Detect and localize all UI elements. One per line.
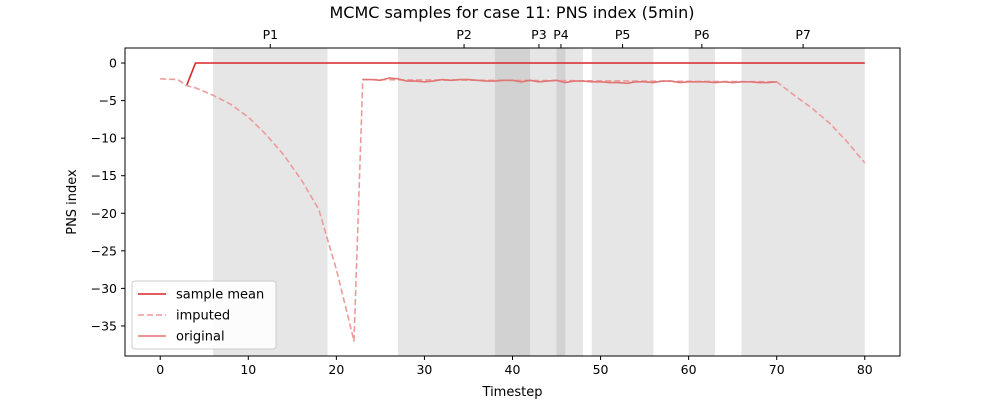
series-line-original [362,77,777,85]
period-label: P4 [553,27,569,42]
y-tick-label: −10 [91,131,117,146]
y-axis-title: PNS index [65,169,80,235]
period-label: P5 [615,27,631,42]
series-line-sample-mean [185,62,865,86]
y-tick-label: −5 [99,93,117,108]
period-label: P3 [531,27,547,42]
x-tick-label: 50 [593,362,609,377]
y-tick-label: −30 [91,281,117,296]
x-tick-label: 70 [769,362,785,377]
x-tick-label: 10 [240,362,256,377]
chart-title: MCMC samples for case 11: PNS index (5mi… [330,3,695,22]
x-axis-title: Timestep [482,385,543,400]
legend-label: imputed [176,309,230,324]
x-tick-label: 30 [416,362,432,377]
legend: sample mean imputed original [131,280,277,350]
legend-label: original [176,330,225,345]
period-label: P6 [694,27,710,42]
x-tick-label: 0 [156,362,164,377]
period-band-2 [398,48,531,356]
period-band-7 [741,48,865,356]
period-band-6 [688,48,716,356]
x-tick-label: 80 [857,362,873,377]
period-band-5 [591,48,654,356]
period-label: P7 [795,27,811,42]
axes: P1 P2 P3 P4 P5 P6 P7 0 10 20 30 40 50 60 70 80 0 −5 −10 −15… [91,27,873,377]
x-tick-label: 60 [681,362,697,377]
x-tick-label: 40 [505,362,521,377]
x-tick-label: 20 [328,362,344,377]
period-label: P1 [263,27,279,42]
y-tick-label: −20 [91,206,117,221]
period-bands [213,48,865,356]
y-tick-label: −15 [91,168,117,183]
y-tick-label: −35 [91,318,117,333]
period-label: P2 [456,27,472,42]
series-line-imputed [160,78,866,342]
series-lines [160,62,866,342]
period-band-3 [494,48,583,356]
legend-box [131,280,277,350]
y-tick-label: −25 [91,243,117,258]
period-band-4 [556,48,566,356]
legend-label: sample mean [176,288,264,303]
y-tick-label: 0 [109,56,117,71]
